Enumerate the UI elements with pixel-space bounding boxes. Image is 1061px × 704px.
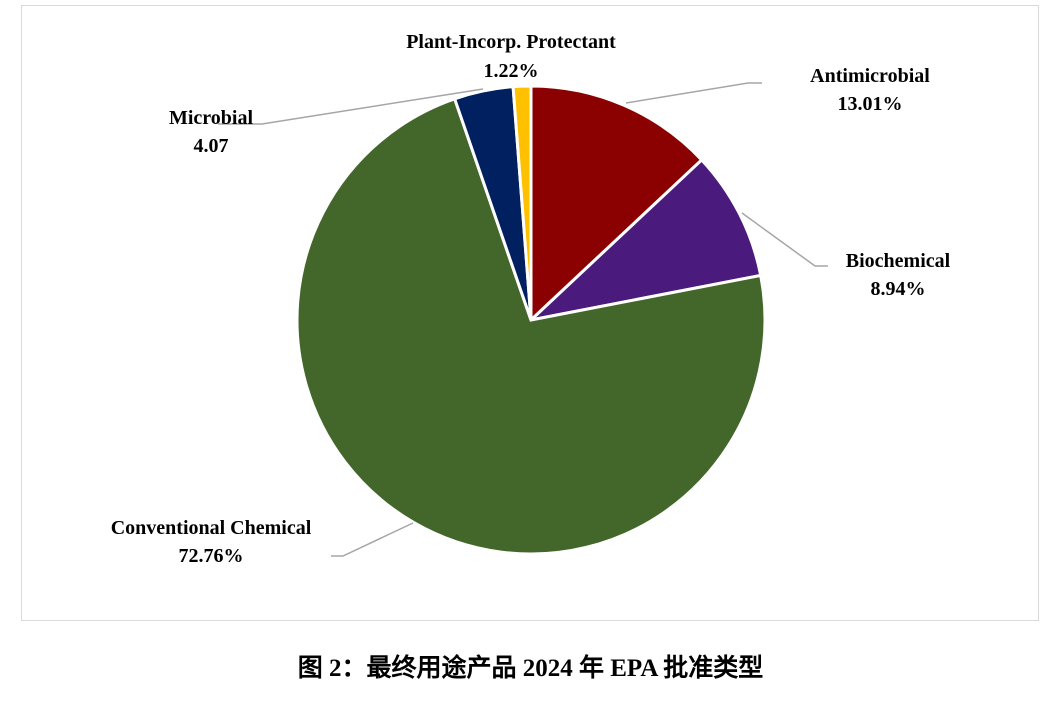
leader-line — [218, 88, 484, 125]
slice-value-label: 4.07 — [194, 135, 229, 157]
slice-name-label: Biochemical — [846, 250, 951, 272]
pie-chart: Antimicrobial 13.01% Biochemical 8.94% Conve… — [111, 31, 951, 567]
slice-value-label: 1.22% — [484, 60, 539, 82]
leader-line — [331, 522, 414, 557]
chart-frame — [21, 5, 1039, 621]
slice-name-label: Conventional Chemical — [111, 517, 312, 539]
slice-value-label: 8.94% — [871, 278, 926, 300]
pie-slice-biochemical — [526, 157, 763, 323]
pie-slice-conventional-chemical — [295, 96, 767, 556]
slice-value-label: 72.76% — [179, 545, 244, 567]
pie-slice-plant-incorp-protectant — [511, 84, 533, 321]
figure-caption: 图 2：最终用途产品 2024 年 EPA 批准类型 — [297, 655, 764, 682]
leader-line — [625, 82, 762, 104]
slice-name-label: Plant-Incorp. Protectant — [406, 31, 616, 53]
leader-line — [741, 212, 828, 267]
slice-name-label: Microbial — [169, 107, 254, 129]
slice-value-label: 13.01% — [838, 93, 903, 115]
pie-slice-antimicrobial — [529, 84, 704, 324]
slice-name-label: Antimicrobial — [810, 65, 930, 87]
